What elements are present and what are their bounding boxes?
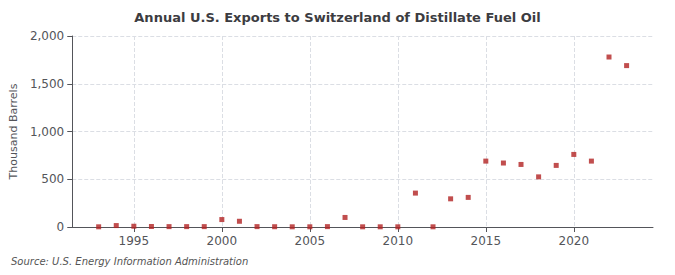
svg-text:2015: 2015	[471, 234, 502, 248]
svg-text:Thousand Barrels: Thousand Barrels	[7, 83, 20, 180]
svg-text:2010: 2010	[383, 234, 414, 248]
svg-text:2020: 2020	[559, 234, 590, 248]
svg-text:0: 0	[57, 220, 65, 234]
svg-text:Source: U.S. Energy Informatio: Source: U.S. Energy Information Administ…	[11, 256, 248, 267]
svg-text:1,000: 1,000	[30, 125, 64, 139]
svg-text:1,500: 1,500	[30, 77, 64, 91]
svg-text:2,000: 2,000	[30, 29, 64, 43]
svg-text:2005: 2005	[295, 234, 326, 248]
svg-text:500: 500	[41, 172, 64, 186]
svg-text:1995: 1995	[119, 234, 150, 248]
svg-text:2000: 2000	[207, 234, 238, 248]
svg-text:Annual U.S. Exports to Switzer: Annual U.S. Exports to Switzerland of Di…	[134, 10, 540, 25]
